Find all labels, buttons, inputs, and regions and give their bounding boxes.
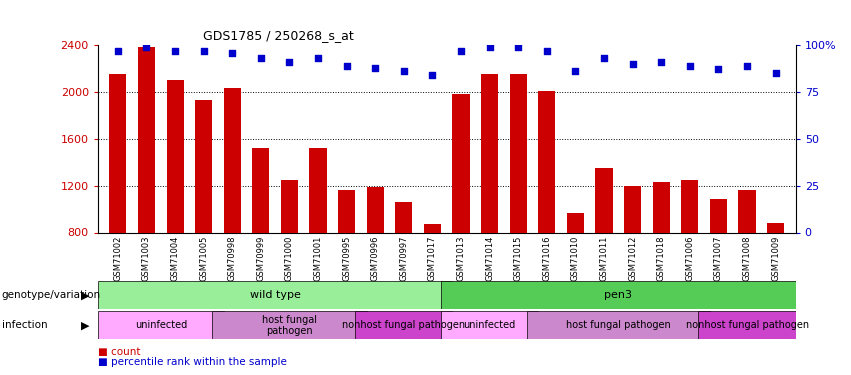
Bar [367,187,384,232]
Text: infection: infection [2,320,48,330]
Bar [527,311,710,339]
Text: pen3: pen3 [604,290,632,300]
Text: ▶: ▶ [81,320,89,330]
Bar [355,311,453,339]
Bar [281,180,298,232]
Bar [596,168,613,232]
Bar [739,190,756,232]
Bar [212,311,367,339]
Bar [195,100,212,232]
Bar [98,281,453,309]
Text: host fungal
pathogen: host fungal pathogen [262,315,317,336]
Point [683,63,697,69]
Point [397,68,411,74]
Bar [109,74,127,232]
Bar [396,202,413,232]
Text: ■ count: ■ count [98,348,140,357]
Bar [441,281,796,309]
Bar [98,311,224,339]
Text: host fungal pathogen: host fungal pathogen [566,320,671,330]
Bar [481,74,498,232]
Point [368,64,382,70]
Point [226,50,239,55]
Bar [138,47,155,232]
Point [168,48,182,54]
Bar [767,223,785,232]
Text: uninfected: uninfected [464,320,516,330]
Point [454,48,468,54]
Bar [567,213,584,232]
Point [483,44,496,50]
Point [111,48,125,54]
Text: wild type: wild type [249,290,300,300]
Point [768,70,782,76]
Text: nonhost fungal pathogen: nonhost fungal pathogen [342,320,465,330]
Point [511,44,525,50]
Bar [510,74,527,232]
Point [311,55,325,61]
Text: nonhost fungal pathogen: nonhost fungal pathogen [686,320,808,330]
Text: GDS1785 / 250268_s_at: GDS1785 / 250268_s_at [203,30,353,42]
Bar [441,311,539,339]
Bar [539,91,556,232]
Point [540,48,554,54]
Bar [624,186,642,232]
Bar [338,190,355,232]
Bar [167,80,184,232]
Text: uninfected: uninfected [134,320,187,330]
Point [597,55,611,61]
Bar [224,88,241,232]
Bar [424,224,441,232]
Text: genotype/variation: genotype/variation [2,290,100,300]
Point [283,59,296,65]
Point [140,44,153,50]
Point [654,59,668,65]
Bar [252,148,270,232]
Text: ■ percentile rank within the sample: ■ percentile rank within the sample [98,357,287,367]
Bar [699,311,796,339]
Bar [682,180,699,232]
Point [625,61,639,67]
Bar [453,94,470,232]
Text: ▶: ▶ [81,290,89,300]
Bar [710,198,727,232]
Bar [310,148,327,232]
Point [711,66,725,72]
Point [340,63,353,69]
Bar [653,182,670,232]
Point [740,63,754,69]
Point [426,72,439,78]
Point [197,48,210,54]
Point [568,68,582,74]
Point [254,55,268,61]
